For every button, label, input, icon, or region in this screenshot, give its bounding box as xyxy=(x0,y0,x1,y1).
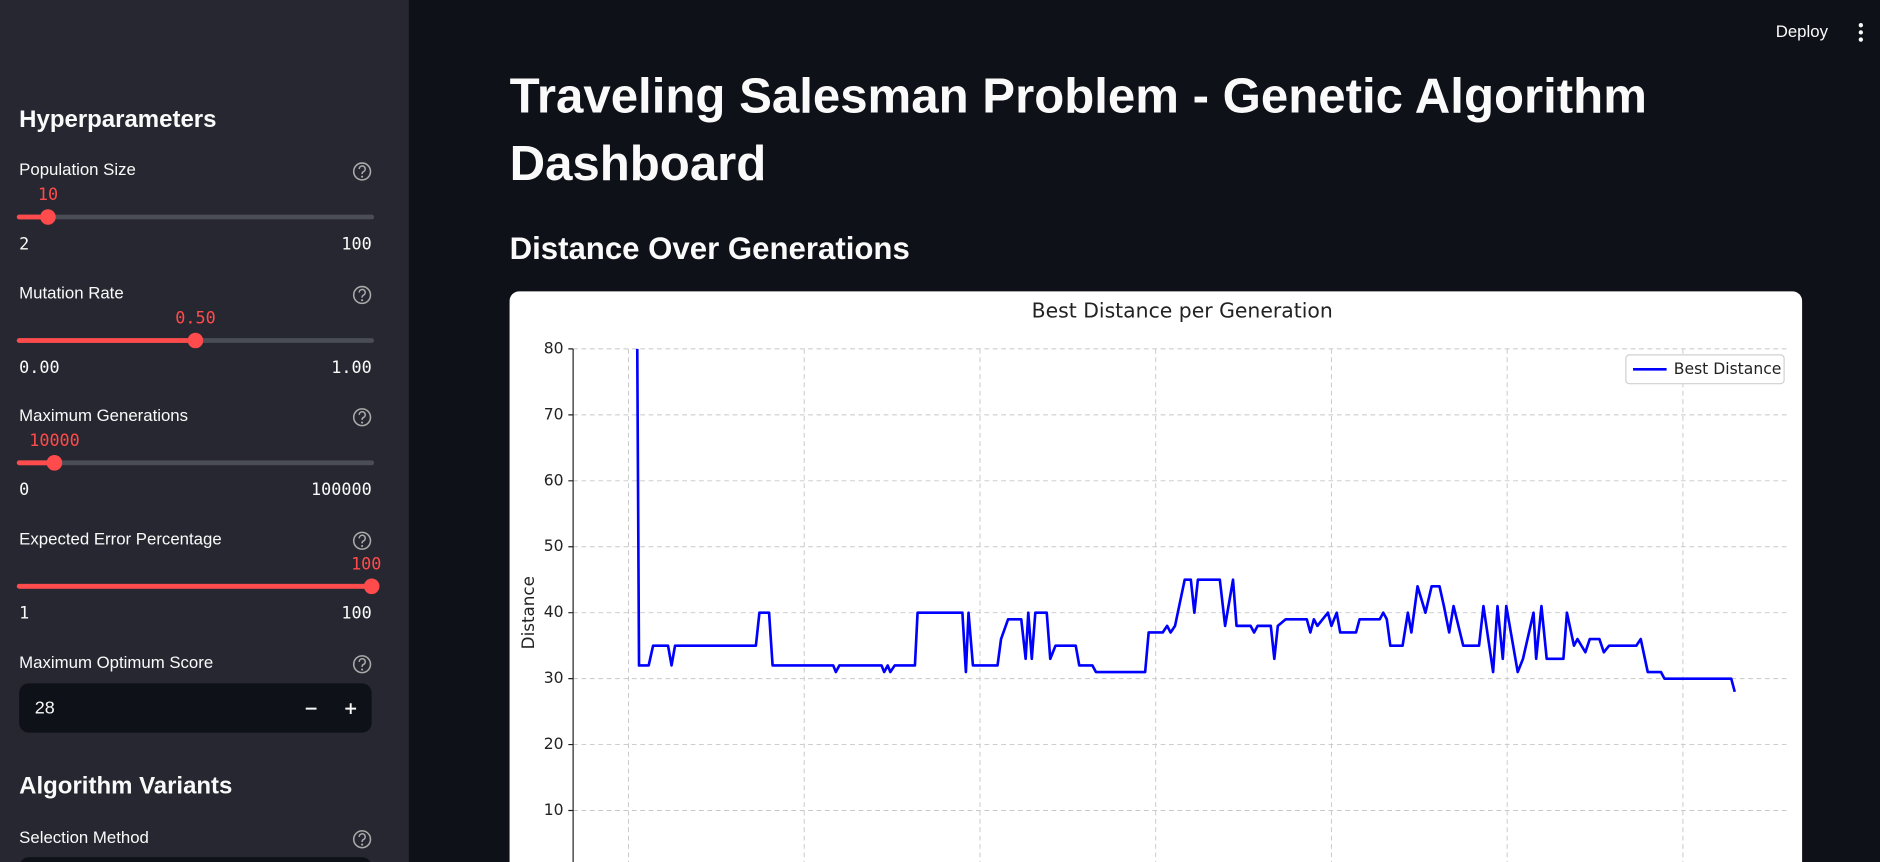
help-icon[interactable] xyxy=(351,161,373,189)
slider-min: 1 xyxy=(19,604,30,624)
y-tick-label: 30 xyxy=(544,669,564,687)
select-box[interactable] xyxy=(19,857,372,862)
stepper[interactable] xyxy=(300,698,360,720)
slider-thumb[interactable] xyxy=(40,209,56,225)
chart-title: Best Distance per Generation xyxy=(1032,299,1333,323)
deploy-button[interactable]: Deploy xyxy=(1775,21,1828,41)
slider-min: 0 xyxy=(19,480,30,500)
legend-box xyxy=(1625,354,1785,385)
number-label: Maximum Optimum Score xyxy=(19,652,214,672)
slider-label: Mutation Rate xyxy=(19,282,124,303)
y-tick-label: 10 xyxy=(544,801,564,819)
help-icon[interactable] xyxy=(351,829,373,851)
help-icon[interactable] xyxy=(351,653,373,675)
select-label: Selection Method xyxy=(19,827,149,847)
slider-max: 100 xyxy=(341,604,372,624)
menu-icon[interactable] xyxy=(1854,20,1868,44)
help-icon[interactable] xyxy=(351,530,373,558)
slider-thumb[interactable] xyxy=(363,578,380,595)
sidebar: Hyperparameters Population Size 10 2 100 Mut… xyxy=(0,0,409,862)
slider-max: 100000 xyxy=(311,480,372,500)
slider-min: 0.00 xyxy=(19,358,60,378)
slider-track xyxy=(16,332,375,349)
sidebar-title: Hyperparameters xyxy=(19,106,217,134)
slider-thumb[interactable] xyxy=(187,332,204,349)
y-tick-label: 80 xyxy=(544,339,564,357)
slider-max: 1.00 xyxy=(331,358,372,378)
slider-thumb[interactable] xyxy=(46,455,63,471)
y-tick-label: 20 xyxy=(544,735,564,753)
chart-card: Best Distance per Generation Distance 10… xyxy=(509,291,1803,862)
slider-value: 0.50 xyxy=(175,309,216,329)
slider-min: 2 xyxy=(19,235,30,255)
data-line xyxy=(635,348,1737,693)
slider-value: 10 xyxy=(37,185,59,206)
section-title: Algorithm Variants xyxy=(19,773,233,800)
help-icon[interactable] xyxy=(351,284,373,312)
y-tick-label: 40 xyxy=(544,603,564,621)
y-tick-label: 60 xyxy=(544,471,564,489)
y-tick-label: 50 xyxy=(544,537,564,555)
slider-track xyxy=(16,578,380,595)
page-title: Traveling Salesman Problem - Genetic Alg… xyxy=(509,68,1647,191)
subheader: Distance Over Generations xyxy=(509,230,910,267)
chart: Best Distance per Generation Distance 10… xyxy=(518,299,1791,862)
slider-value: 100 xyxy=(351,555,382,575)
slider-track xyxy=(16,209,375,225)
legend-label: Best Distance xyxy=(1674,360,1782,378)
slider-label: Maximum Generations xyxy=(19,405,189,425)
number-value: 28 xyxy=(34,697,55,719)
help-icon[interactable] xyxy=(351,406,373,434)
y-tick-label: 70 xyxy=(544,405,564,423)
slider-max: 100 xyxy=(341,235,372,255)
slider-track xyxy=(16,455,375,471)
slider-label: Population Size xyxy=(19,159,136,179)
slider-value: 10000 xyxy=(29,431,80,451)
slider-label: Expected Error Percentage xyxy=(19,528,222,548)
y-axis-label: Distance xyxy=(518,576,538,649)
